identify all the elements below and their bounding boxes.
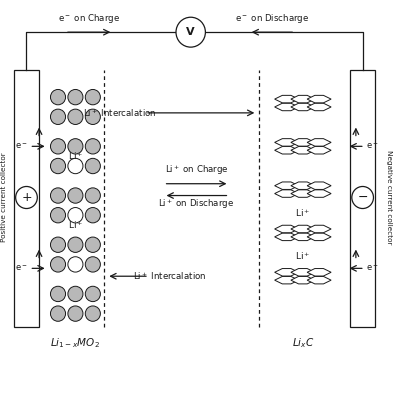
Circle shape bbox=[16, 186, 37, 209]
FancyBboxPatch shape bbox=[350, 70, 375, 327]
Polygon shape bbox=[275, 103, 299, 111]
Polygon shape bbox=[275, 269, 299, 276]
Text: e$^-$ on Charge: e$^-$ on Charge bbox=[58, 12, 120, 25]
Circle shape bbox=[68, 306, 83, 321]
Polygon shape bbox=[291, 182, 315, 190]
Circle shape bbox=[68, 237, 83, 252]
Text: e$^-$: e$^-$ bbox=[15, 141, 28, 151]
Polygon shape bbox=[291, 95, 315, 103]
Circle shape bbox=[50, 89, 66, 105]
Polygon shape bbox=[275, 233, 299, 241]
Text: e$^-$: e$^-$ bbox=[15, 263, 28, 273]
FancyBboxPatch shape bbox=[14, 70, 39, 327]
Circle shape bbox=[68, 257, 83, 272]
Circle shape bbox=[85, 257, 100, 272]
Polygon shape bbox=[275, 190, 299, 198]
Circle shape bbox=[85, 286, 100, 302]
Circle shape bbox=[85, 188, 100, 203]
Circle shape bbox=[85, 109, 100, 124]
Polygon shape bbox=[275, 147, 299, 154]
Circle shape bbox=[50, 257, 66, 272]
Polygon shape bbox=[275, 225, 299, 233]
Text: e$^-$ on Discharge: e$^-$ on Discharge bbox=[235, 12, 309, 25]
Circle shape bbox=[68, 89, 83, 105]
Text: Li$^+$: Li$^+$ bbox=[68, 150, 83, 162]
Polygon shape bbox=[291, 190, 315, 198]
Text: Li$^+$ Intercalation: Li$^+$ Intercalation bbox=[83, 107, 157, 119]
Circle shape bbox=[50, 286, 66, 302]
Circle shape bbox=[68, 207, 83, 223]
Text: Li$^+$ Intercalation: Li$^+$ Intercalation bbox=[134, 270, 207, 282]
Polygon shape bbox=[291, 233, 315, 241]
Polygon shape bbox=[307, 190, 331, 198]
Text: e$^-$: e$^-$ bbox=[366, 263, 379, 273]
Circle shape bbox=[50, 207, 66, 223]
Polygon shape bbox=[275, 276, 299, 284]
Polygon shape bbox=[275, 95, 299, 103]
Circle shape bbox=[176, 17, 206, 47]
Polygon shape bbox=[291, 103, 315, 111]
Text: Li$^+$ on Discharge: Li$^+$ on Discharge bbox=[158, 198, 235, 211]
Text: Li$_{1-x}$MO$_2$: Li$_{1-x}$MO$_2$ bbox=[50, 336, 100, 350]
Polygon shape bbox=[307, 182, 331, 190]
Polygon shape bbox=[291, 269, 315, 276]
Circle shape bbox=[68, 188, 83, 203]
Circle shape bbox=[352, 186, 373, 209]
Polygon shape bbox=[291, 139, 315, 146]
Circle shape bbox=[85, 89, 100, 105]
Text: −: − bbox=[357, 191, 368, 204]
Text: Positive current collector: Positive current collector bbox=[1, 152, 7, 243]
Circle shape bbox=[68, 286, 83, 302]
Text: e$^-$: e$^-$ bbox=[366, 141, 379, 151]
Text: +: + bbox=[21, 191, 32, 204]
Circle shape bbox=[50, 139, 66, 154]
Circle shape bbox=[85, 158, 100, 174]
Text: Li$^+$: Li$^+$ bbox=[68, 220, 83, 231]
Text: V: V bbox=[186, 27, 195, 37]
Polygon shape bbox=[307, 139, 331, 146]
Polygon shape bbox=[307, 269, 331, 276]
Text: Li$_x$C: Li$_x$C bbox=[292, 336, 314, 350]
Circle shape bbox=[50, 237, 66, 252]
Text: Li$^+$: Li$^+$ bbox=[295, 251, 310, 262]
Polygon shape bbox=[291, 147, 315, 154]
Circle shape bbox=[85, 139, 100, 154]
Text: Li$^+$: Li$^+$ bbox=[295, 207, 310, 219]
Circle shape bbox=[50, 158, 66, 174]
Polygon shape bbox=[307, 103, 331, 111]
Circle shape bbox=[68, 158, 83, 174]
Polygon shape bbox=[307, 276, 331, 284]
Circle shape bbox=[50, 306, 66, 321]
Circle shape bbox=[85, 306, 100, 321]
Circle shape bbox=[50, 109, 66, 124]
Polygon shape bbox=[291, 276, 315, 284]
Polygon shape bbox=[307, 147, 331, 154]
Circle shape bbox=[85, 207, 100, 223]
Circle shape bbox=[68, 109, 83, 124]
Circle shape bbox=[50, 188, 66, 203]
Polygon shape bbox=[307, 95, 331, 103]
Polygon shape bbox=[291, 225, 315, 233]
Polygon shape bbox=[275, 139, 299, 146]
Text: Li$^+$ on Charge: Li$^+$ on Charge bbox=[165, 163, 228, 177]
Circle shape bbox=[68, 139, 83, 154]
Polygon shape bbox=[307, 233, 331, 241]
Circle shape bbox=[85, 237, 100, 252]
Text: Negative current collector: Negative current collector bbox=[386, 150, 392, 245]
Polygon shape bbox=[275, 182, 299, 190]
Polygon shape bbox=[307, 225, 331, 233]
